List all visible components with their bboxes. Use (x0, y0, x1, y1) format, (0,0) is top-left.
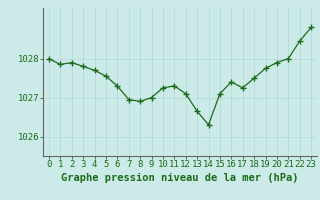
X-axis label: Graphe pression niveau de la mer (hPa): Graphe pression niveau de la mer (hPa) (61, 173, 299, 183)
